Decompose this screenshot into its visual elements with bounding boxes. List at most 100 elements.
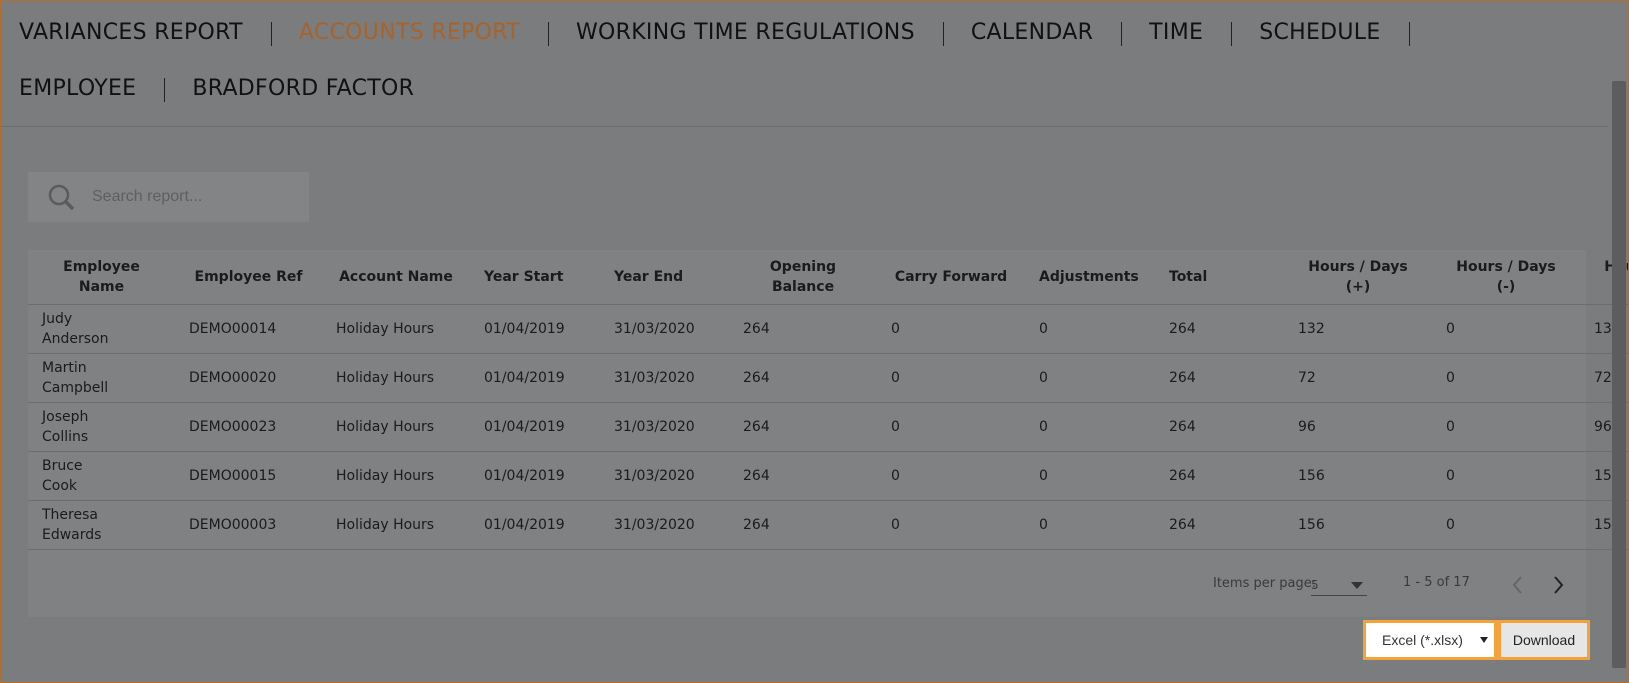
column-header: Year End: [600, 250, 729, 305]
table-row: Theresa Edwards DEMO00003 Holiday Hours 01/…: [28, 500, 1628, 550]
table-cell: 0: [1432, 500, 1580, 550]
table-cell: 01/04/2019: [470, 402, 600, 452]
table-cell: 0: [877, 500, 1025, 550]
column-header: Employee Name: [28, 250, 175, 305]
table-cell: DEMO00015: [175, 451, 322, 501]
table-cell: 0: [877, 304, 1025, 354]
table-cell: Holiday Hours: [322, 304, 470, 354]
table-row: Martin Campbell DEMO00020 Holiday Hours 01/…: [28, 353, 1628, 403]
table-cell: 0: [1432, 353, 1580, 403]
column-header: Year Start: [470, 250, 600, 305]
table-cell: 96: [1284, 402, 1432, 452]
format-value: Excel (*.xlsx): [1382, 632, 1463, 648]
page-size-select[interactable]: 5: [1311, 573, 1367, 596]
column-header: Account Name: [322, 250, 470, 305]
table-cell: Bruce Cook: [28, 451, 175, 501]
table-cell: 01/04/2019: [470, 304, 600, 354]
items-per-page-label: Items per page:: [1213, 576, 1317, 591]
table-cell: 0: [1025, 500, 1155, 550]
table-cell: 31/03/2020: [600, 500, 729, 550]
table-cell: 264: [729, 500, 877, 550]
column-header: Adjustments: [1025, 250, 1155, 305]
table-cell: 156: [1284, 451, 1432, 501]
nav-tab[interactable]: WORKING TIME REGULATIONS: [576, 15, 944, 51]
page-range: 1 - 5 of 17: [1403, 575, 1470, 590]
column-header: Carry Forward: [877, 250, 1025, 305]
download-label: Download: [1512, 632, 1576, 648]
nav-tab[interactable]: EMPLOYEE: [19, 71, 166, 107]
table-cell: Martin Campbell: [28, 353, 175, 403]
table-cell: Holiday Hours: [322, 402, 470, 452]
table-cell: 31/03/2020: [600, 402, 729, 452]
table-cell: 0: [877, 451, 1025, 501]
table-cell: Holiday Hours: [322, 451, 470, 501]
table-cell: 31/03/2020: [600, 451, 729, 501]
table-cell: 264: [729, 402, 877, 452]
format-select[interactable]: Excel (*.xlsx): [1366, 623, 1494, 657]
table-cell: Judy Anderson: [28, 304, 175, 354]
report-table: Employee Name Employee Ref Account Name Yea…: [28, 250, 1628, 550]
prev-page[interactable]: [1508, 573, 1528, 597]
table-cell: 0: [1432, 304, 1580, 354]
table-row: Joseph Collins DEMO00023 Holiday Hours 01/0…: [28, 402, 1628, 452]
column-header: Employee Ref: [175, 250, 322, 305]
table-cell: 72: [1284, 353, 1432, 403]
paginator: Items per page: 5 1 - 5 of 17: [28, 573, 1586, 597]
report-panel: Employee Name Employee Ref Account Name Yea…: [28, 250, 1628, 617]
table-cell: 0: [877, 353, 1025, 403]
table-cell: 0: [1025, 451, 1155, 501]
column-header: Hours / Days (-): [1432, 250, 1580, 305]
page-size: 5: [1311, 578, 1319, 592]
table-cell: 132: [1284, 304, 1432, 354]
table-cell: 264: [729, 304, 877, 354]
table-cell: DEMO00023: [175, 402, 322, 452]
nav-tab[interactable]: CALENDAR: [971, 15, 1123, 51]
dropdown-arrow: [1480, 637, 1488, 643]
search-placeholder: Search report...: [92, 188, 203, 205]
table-cell: DEMO00003: [175, 500, 322, 550]
table-cell: 0: [1025, 402, 1155, 452]
search-icon: [48, 184, 75, 211]
nav-tab[interactable]: VARIANCES REPORT: [19, 15, 272, 51]
table-cell: 264: [729, 353, 877, 403]
table-cell: 0: [1025, 353, 1155, 403]
search-box[interactable]: Search report...: [28, 172, 309, 222]
table-cell: DEMO00020: [175, 353, 322, 403]
table-cell: 0: [1432, 402, 1580, 452]
table-cell: 01/04/2019: [470, 451, 600, 501]
table-cell: 264: [1155, 353, 1284, 403]
table-cell: Theresa Edwards: [28, 500, 175, 550]
table-cell: 264: [1155, 500, 1284, 550]
divider: [1, 126, 1608, 127]
next-page[interactable]: [1548, 573, 1568, 597]
scrollbar[interactable]: [1612, 81, 1626, 668]
dropdown-arrow: [1351, 582, 1363, 589]
table-cell: 0: [1432, 451, 1580, 501]
column-header: Total: [1155, 250, 1284, 305]
table-cell: 31/03/2020: [600, 304, 729, 354]
column-header: Hours / Days (+): [1284, 250, 1432, 305]
nav-tab[interactable]: TIME: [1149, 15, 1233, 51]
column-header: Opening Balance: [729, 250, 877, 305]
table-row: Judy Anderson DEMO00014 Holiday Hours 01/04…: [28, 304, 1628, 354]
table-cell: 0: [877, 402, 1025, 452]
nav-tab[interactable]: ACCOUNTS REPORT: [299, 15, 550, 51]
nav-tab[interactable]: SCHEDULE: [1259, 15, 1411, 51]
table-cell: 156: [1284, 500, 1432, 550]
table-cell: DEMO00014: [175, 304, 322, 354]
table-cell: 264: [1155, 451, 1284, 501]
nav-tab[interactable]: BRADFORD FACTOR: [192, 76, 415, 101]
table-cell: Holiday Hours: [322, 500, 470, 550]
export-controls: Excel (*.xlsx) Download: [1363, 620, 1590, 660]
table-cell: 264: [729, 451, 877, 501]
download-button[interactable]: Download: [1501, 623, 1587, 657]
table-cell: 01/04/2019: [470, 353, 600, 403]
table-cell: 264: [1155, 402, 1284, 452]
table-cell: Holiday Hours: [322, 353, 470, 403]
table-cell: 31/03/2020: [600, 353, 729, 403]
table-cell: 01/04/2019: [470, 500, 600, 550]
nav-bar: VARIANCES REPORT ACCOUNTS REPORT WORKING T…: [19, 15, 1559, 127]
table-cell: 0: [1025, 304, 1155, 354]
table-cell: 264: [1155, 304, 1284, 354]
